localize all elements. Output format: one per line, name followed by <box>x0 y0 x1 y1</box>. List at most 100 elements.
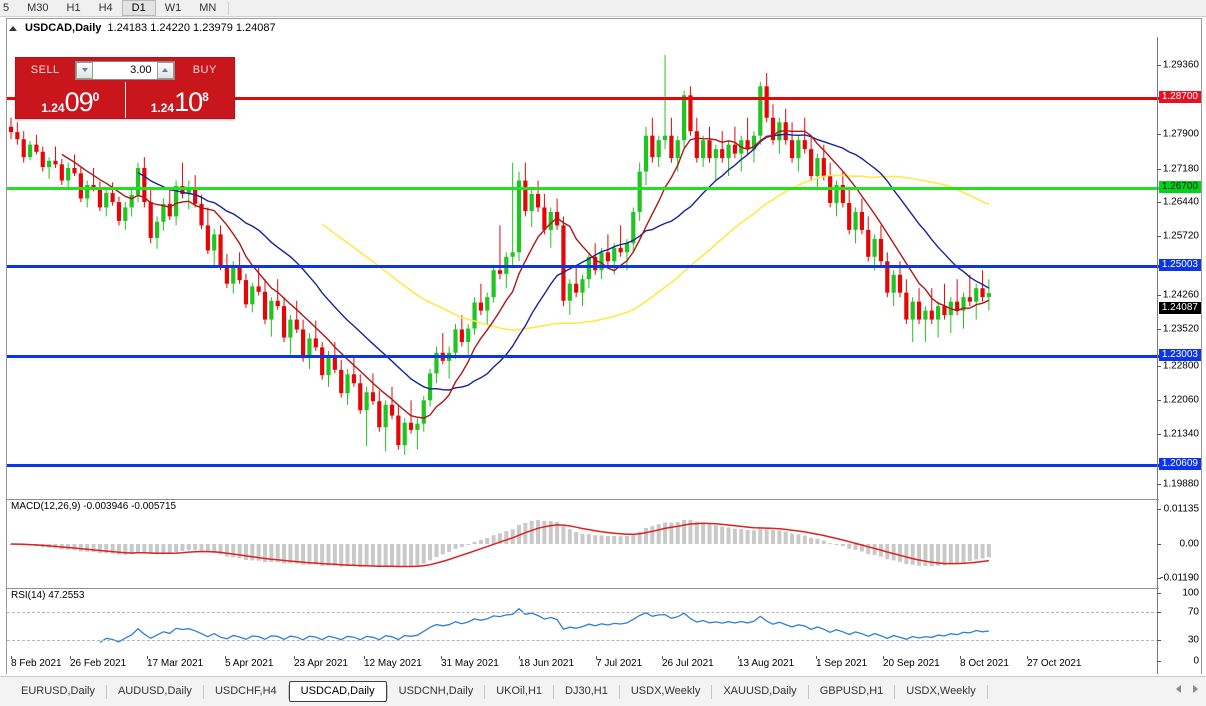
date-tick <box>225 656 226 659</box>
date-tick <box>883 656 884 659</box>
price-tick-label: 1.26440 <box>1162 196 1199 208</box>
date-tick <box>294 656 295 659</box>
macd-tick-label: 0.00 <box>1179 538 1199 550</box>
timeframe-h1[interactable]: H1 <box>66 2 81 14</box>
date-tick-label: 20 Sep 2021 <box>883 658 940 669</box>
chart-tab-gbpusd-h1[interactable]: GBPUSD,H1 <box>819 685 884 697</box>
price-tick-label: 1.29360 <box>1162 59 1199 71</box>
price-tick <box>1157 434 1161 435</box>
volume-input[interactable]: 3.00 <box>75 60 175 80</box>
tab-separator <box>618 684 620 699</box>
level-line-blue-3[interactable] <box>7 464 1159 467</box>
date-tick <box>596 656 597 659</box>
price-tick-label: 1.22060 <box>1162 394 1199 406</box>
price-axis[interactable]: 1.29360 1.27900 1.27180 1.26440 1.25720 1.242… <box>1157 37 1201 499</box>
chart-tab-usdx-weekly[interactable]: USDX,Weekly <box>630 685 701 697</box>
timeframe-toolbar: 5 M30 H1 H4 D1 W1 MN <box>0 0 1206 17</box>
level-line-green[interactable] <box>7 187 1159 190</box>
rsi-tick <box>1157 661 1161 662</box>
chart-tab-usdcad-daily[interactable]: USDCAD,Daily <box>288 681 387 702</box>
date-axis[interactable]: 8 Feb 2021 26 Feb 2021 17 Mar 2021 5 Apr 20… <box>7 656 1159 674</box>
price-tick <box>1157 400 1161 401</box>
price-badge-blue[interactable]: 1.25003 <box>1158 259 1201 271</box>
tab-scroll-controls[interactable] <box>1176 685 1198 693</box>
price-tick-label: 1.25720 <box>1162 230 1199 242</box>
price-tick-label: 1.23520 <box>1162 323 1199 335</box>
macd-pane[interactable]: MACD(12,26,9) -0.003946 -0.005715 0.0113… <box>7 500 1201 588</box>
price-tick <box>1157 202 1161 203</box>
buy-price-display[interactable]: 1.24 10 8 <box>124 82 235 118</box>
date-tick <box>364 656 365 659</box>
sell-price-fraction: 0 <box>92 90 100 104</box>
volume-increase-button[interactable] <box>156 61 174 79</box>
chart-tab-usdx-weekly[interactable]: USDX,Weekly <box>906 685 976 697</box>
volume-value[interactable]: 3.00 <box>130 64 152 76</box>
date-tick <box>1027 656 1028 659</box>
level-line-blue-2[interactable] <box>7 355 1159 358</box>
chart-tab-audusd-daily[interactable]: AUDUSD,Daily <box>117 685 192 697</box>
chart-ohlc-values: 1.24183 1.24220 1.23979 1.24087 <box>107 22 276 34</box>
chart-symbol-label: USDCAD,Daily <box>25 22 102 34</box>
tab-separator <box>386 684 388 699</box>
date-tick-label: 8 Oct 2021 <box>960 658 1009 669</box>
chart-tab-usdcnh-daily[interactable]: USDCNH,Daily <box>398 685 474 697</box>
scroll-left-icon[interactable] <box>1176 685 1181 693</box>
rsi-tick <box>1157 640 1161 641</box>
sell-price-prefix: 1.24 <box>41 101 65 115</box>
rsi-level-30-line <box>7 640 1159 641</box>
price-badge-blue[interactable]: 1.23003 <box>1158 349 1201 361</box>
rsi-plot <box>99 607 989 644</box>
date-tick-label: 7 Jul 2021 <box>596 658 643 669</box>
scroll-right-icon[interactable] <box>1193 685 1198 693</box>
macd-caption: MACD(12,26,9) -0.003946 -0.005715 <box>11 501 177 512</box>
sell-price-big: 09 <box>64 87 94 117</box>
chart-tab-usdchf-h4[interactable]: USDCHF,H4 <box>214 685 277 697</box>
price-badge-green[interactable]: 1.26700 <box>1158 181 1201 193</box>
buy-button[interactable]: BUY <box>192 64 217 76</box>
timeframe-h4[interactable]: H4 <box>98 2 113 14</box>
rsi-tick-label: 30 <box>1187 634 1199 646</box>
chart-tab-ukoil-h1[interactable]: UKOil,H1 <box>496 685 543 697</box>
price-badge-black[interactable]: 1.24087 <box>1158 302 1201 314</box>
price-tick <box>1157 134 1161 135</box>
rsi-tick-label: 100 <box>1182 587 1199 599</box>
price-badge-blue[interactable]: 1.20609 <box>1158 458 1201 470</box>
tab-separator <box>807 684 809 699</box>
date-tick-label: 8 Feb 2021 <box>11 658 62 669</box>
buy-price-prefix: 1.24 <box>150 101 175 115</box>
date-tick-label: 26 Feb 2021 <box>70 658 127 669</box>
chart-tab-eurusd-daily[interactable]: EURUSD,Daily <box>21 685 95 697</box>
date-tick <box>662 656 663 659</box>
macd-plot <box>9 519 991 568</box>
collapse-triangle-icon[interactable] <box>9 25 17 31</box>
macd-axis: 0.01135 0.00 -0.01190 <box>1157 500 1201 588</box>
timeframe-w1[interactable]: W1 <box>164 2 182 14</box>
buy-price-big: 10 <box>174 87 203 117</box>
price-badge-red[interactable]: 1.28700 <box>1158 91 1201 103</box>
sell-price-display[interactable]: 1.24 09 0 <box>16 82 125 118</box>
sell-button[interactable]: SELL <box>30 64 60 76</box>
date-tick-label: 18 Jun 2021 <box>519 658 575 669</box>
rsi-tick <box>1157 593 1161 594</box>
toolbar-separator <box>228 1 230 15</box>
date-tick-label: 23 Apr 2021 <box>294 658 348 669</box>
price-tick-label: 1.27180 <box>1162 163 1199 175</box>
timeframe-m30[interactable]: M30 <box>27 2 49 14</box>
date-tick <box>441 656 442 659</box>
timeframe-5[interactable]: 5 <box>3 2 10 14</box>
chart-tab-dj30-h1[interactable]: DJ30,H1 <box>565 685 608 697</box>
rsi-tick <box>1157 612 1161 613</box>
volume-decrease-button[interactable] <box>76 61 94 79</box>
price-pane[interactable]: 1.29360 1.27900 1.27180 1.26440 1.25720 1.242… <box>7 37 1201 499</box>
timeframe-mn[interactable]: MN <box>199 2 217 14</box>
chart-tab-xauusd-daily[interactable]: XAUUSD,Daily <box>723 685 797 697</box>
macd-tick <box>1157 578 1161 579</box>
price-tick <box>1157 236 1161 237</box>
timeframe-d1[interactable]: D1 <box>121 0 156 16</box>
date-tick-label: 1 Sep 2021 <box>816 658 868 669</box>
rsi-pane[interactable]: RSI(14) 47.2553 100 70 30 0 <box>7 587 1201 674</box>
level-line-blue-1[interactable] <box>7 265 1159 268</box>
rsi-axis: 100 70 30 0 <box>1157 587 1201 674</box>
resistance-line-red[interactable] <box>7 97 1159 100</box>
one-click-trading-panel[interactable]: SELL 3.00 BUY 1.24 09 0 1.24 10 8 <box>15 57 235 119</box>
